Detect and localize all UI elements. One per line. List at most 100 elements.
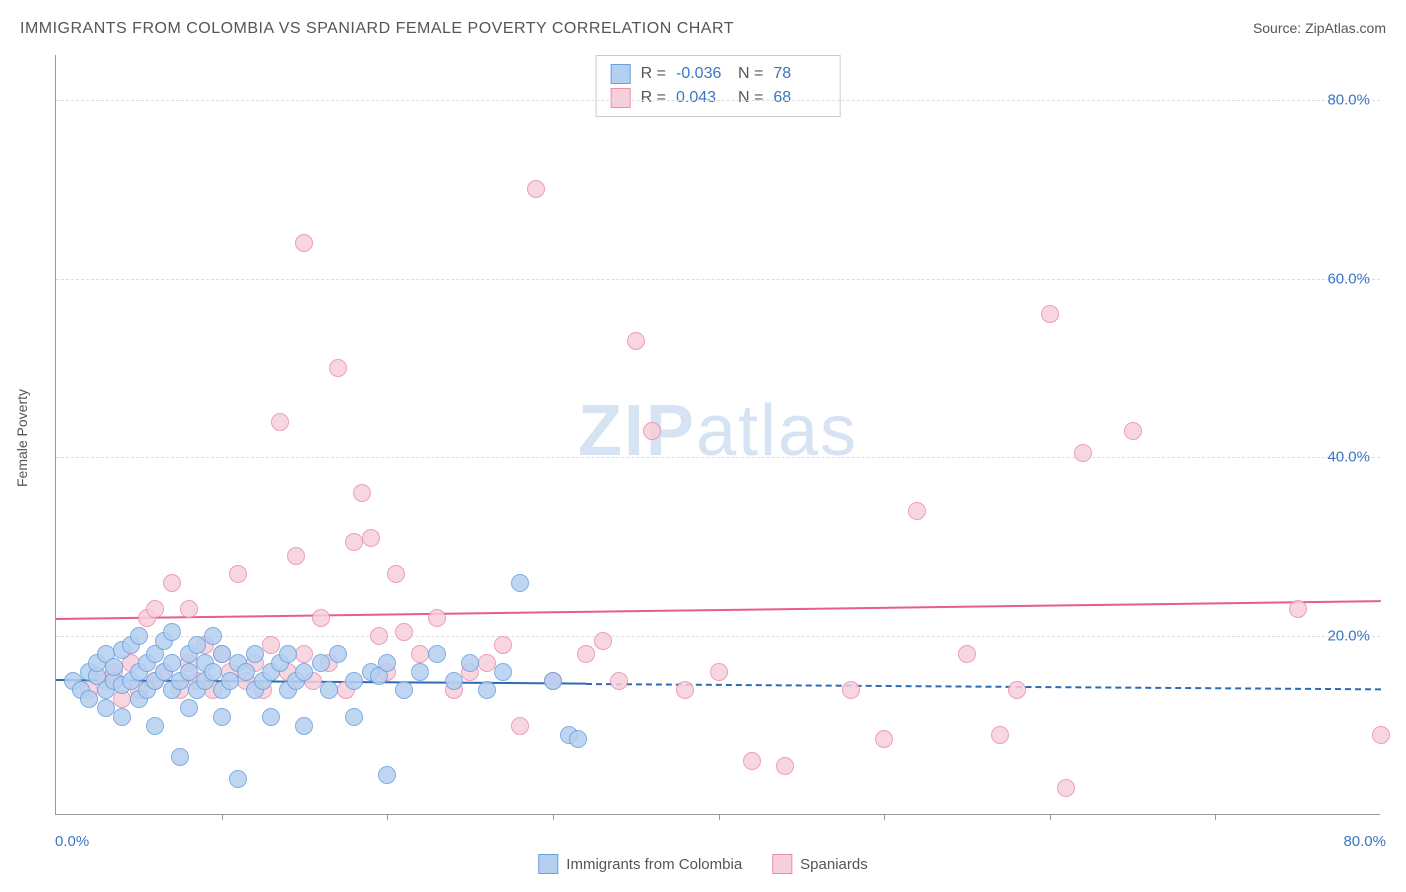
data-point bbox=[395, 623, 413, 641]
chart-title: IMMIGRANTS FROM COLOMBIA VS SPANIARD FEM… bbox=[20, 20, 734, 38]
source-attribution: Source: ZipAtlas.com bbox=[1253, 20, 1386, 36]
gridline bbox=[56, 100, 1380, 101]
y-tick-label: 20.0% bbox=[1327, 628, 1370, 645]
data-point bbox=[146, 717, 164, 735]
data-point bbox=[320, 681, 338, 699]
data-point bbox=[494, 663, 512, 681]
data-point bbox=[130, 627, 148, 645]
data-point bbox=[204, 663, 222, 681]
data-point bbox=[345, 533, 363, 551]
data-point bbox=[627, 332, 645, 350]
data-point bbox=[229, 565, 247, 583]
data-point bbox=[229, 770, 247, 788]
data-point bbox=[113, 708, 131, 726]
data-point bbox=[146, 600, 164, 618]
data-point bbox=[594, 632, 612, 650]
legend-swatch-colombia bbox=[538, 854, 558, 874]
x-tick-label-right: 80.0% bbox=[1343, 833, 1386, 850]
data-point bbox=[213, 645, 231, 663]
data-point bbox=[643, 422, 661, 440]
data-point bbox=[710, 663, 728, 681]
data-point bbox=[428, 645, 446, 663]
swatch-spaniards bbox=[611, 88, 631, 108]
data-point bbox=[991, 726, 1009, 744]
data-point bbox=[511, 574, 529, 592]
x-tick bbox=[884, 814, 885, 820]
data-point bbox=[842, 681, 860, 699]
data-point bbox=[1372, 726, 1390, 744]
plot-area: ZIPatlas R = -0.036 N = 78 R = 0.043 N =… bbox=[55, 55, 1380, 815]
data-point bbox=[97, 699, 115, 717]
y-tick-label: 40.0% bbox=[1327, 449, 1370, 466]
stat-r-colombia: -0.036 bbox=[676, 65, 728, 83]
stat-n-spaniards: 68 bbox=[773, 89, 825, 107]
x-tick bbox=[553, 814, 554, 820]
data-point bbox=[105, 658, 123, 676]
data-point bbox=[271, 413, 289, 431]
data-point bbox=[246, 645, 264, 663]
data-point bbox=[163, 654, 181, 672]
x-tick bbox=[1050, 814, 1051, 820]
stat-n-colombia: 78 bbox=[773, 65, 825, 83]
y-tick-label: 80.0% bbox=[1327, 91, 1370, 108]
data-point bbox=[445, 672, 463, 690]
data-point bbox=[370, 627, 388, 645]
legend-item-colombia: Immigrants from Colombia bbox=[538, 854, 742, 874]
data-point bbox=[80, 690, 98, 708]
legend: Immigrants from Colombia Spaniards bbox=[538, 854, 867, 874]
data-point bbox=[163, 623, 181, 641]
data-point bbox=[295, 663, 313, 681]
data-point bbox=[329, 645, 347, 663]
data-point bbox=[411, 663, 429, 681]
data-point bbox=[180, 699, 198, 717]
data-point bbox=[295, 234, 313, 252]
data-point bbox=[569, 730, 587, 748]
data-point bbox=[213, 708, 231, 726]
data-point bbox=[411, 645, 429, 663]
data-point bbox=[478, 681, 496, 699]
data-point bbox=[461, 654, 479, 672]
data-point bbox=[395, 681, 413, 699]
watermark-light: atlas bbox=[696, 390, 858, 470]
correlation-stats-box: R = -0.036 N = 78 R = 0.043 N = 68 bbox=[596, 55, 841, 117]
data-point bbox=[345, 708, 363, 726]
watermark: ZIPatlas bbox=[578, 389, 858, 471]
data-point bbox=[875, 730, 893, 748]
y-tick-label: 60.0% bbox=[1327, 270, 1370, 287]
data-point bbox=[1008, 681, 1026, 699]
legend-label-spaniards: Spaniards bbox=[800, 856, 868, 873]
data-point bbox=[237, 663, 255, 681]
data-point bbox=[188, 636, 206, 654]
stats-row-spaniards: R = 0.043 N = 68 bbox=[611, 86, 826, 110]
stat-r-spaniards: 0.043 bbox=[676, 89, 728, 107]
data-point bbox=[279, 645, 297, 663]
data-point bbox=[511, 717, 529, 735]
watermark-bold: ZIP bbox=[578, 390, 696, 470]
data-point bbox=[494, 636, 512, 654]
gridline bbox=[56, 457, 1380, 458]
data-point bbox=[180, 600, 198, 618]
data-point bbox=[180, 663, 198, 681]
swatch-colombia bbox=[611, 64, 631, 84]
data-point bbox=[262, 636, 280, 654]
x-tick bbox=[222, 814, 223, 820]
y-axis-label: Female Poverty bbox=[14, 389, 30, 487]
stat-n-label: N = bbox=[738, 65, 763, 83]
data-point bbox=[1289, 600, 1307, 618]
chart-container: IMMIGRANTS FROM COLOMBIA VS SPANIARD FEM… bbox=[0, 0, 1406, 892]
data-point bbox=[676, 681, 694, 699]
legend-item-spaniards: Spaniards bbox=[772, 854, 868, 874]
data-point bbox=[312, 609, 330, 627]
data-point bbox=[958, 645, 976, 663]
data-point bbox=[378, 654, 396, 672]
data-point bbox=[387, 565, 405, 583]
x-tick-label-left: 0.0% bbox=[55, 833, 89, 850]
data-point bbox=[1074, 444, 1092, 462]
x-tick bbox=[719, 814, 720, 820]
data-point bbox=[353, 484, 371, 502]
data-point bbox=[262, 708, 280, 726]
data-point bbox=[776, 757, 794, 775]
stat-r-label: R = bbox=[641, 65, 666, 83]
x-tick bbox=[387, 814, 388, 820]
data-point bbox=[1124, 422, 1142, 440]
